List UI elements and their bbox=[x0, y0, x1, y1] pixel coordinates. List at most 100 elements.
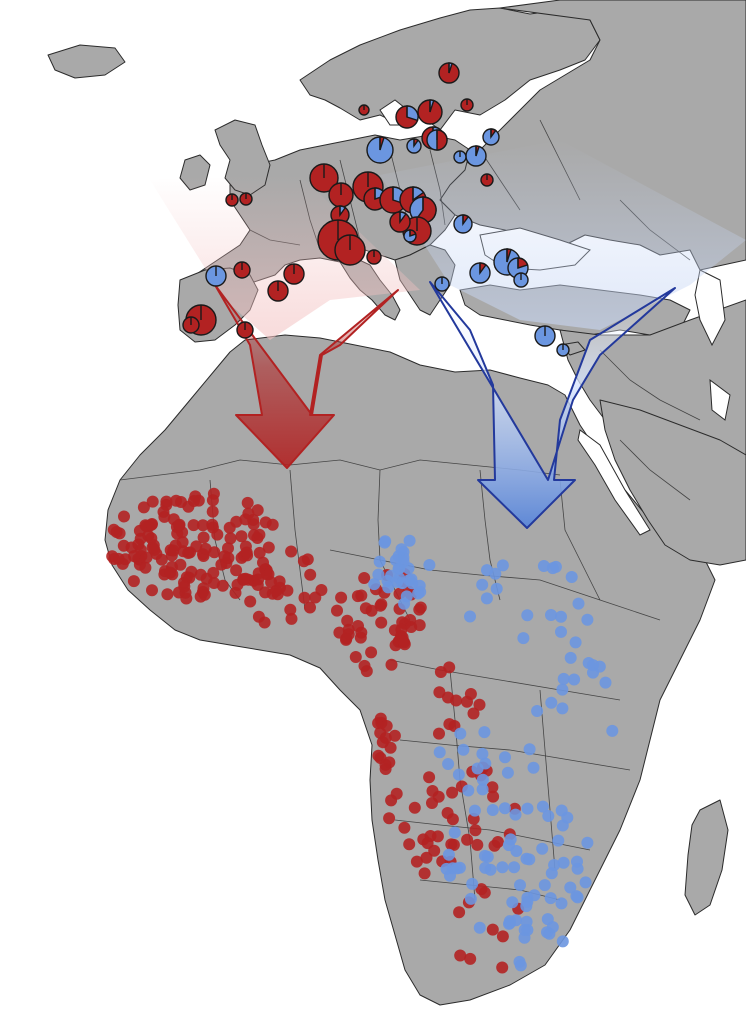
western-sample-point bbox=[380, 720, 393, 732]
eastern-sample-point bbox=[556, 683, 569, 696]
eastern-sample-point bbox=[521, 609, 534, 622]
western-sample-point bbox=[315, 584, 328, 596]
eastern-sample-point bbox=[517, 632, 530, 645]
western-sample-point bbox=[375, 598, 388, 611]
eastern-sample-point bbox=[442, 848, 455, 861]
western-sample-point bbox=[365, 646, 378, 659]
eastern-sample-point bbox=[518, 931, 531, 944]
western-sample-point bbox=[128, 550, 141, 563]
western-sample-point bbox=[349, 651, 362, 663]
western-sample-point bbox=[230, 564, 243, 577]
eastern-sample-point bbox=[556, 819, 569, 832]
eastern-pie bbox=[406, 138, 422, 154]
western-sample-point bbox=[375, 616, 388, 629]
eastern-pie bbox=[453, 150, 467, 164]
eastern-sample-point bbox=[508, 861, 521, 874]
eastern-sample-point bbox=[423, 559, 436, 571]
arabian-peninsula bbox=[599, 399, 746, 566]
eastern-sample-point bbox=[396, 577, 409, 590]
eastern-pie bbox=[482, 128, 500, 146]
western-sample-point bbox=[491, 836, 504, 848]
western-sample-point bbox=[177, 545, 190, 558]
western-pie bbox=[233, 261, 251, 279]
western-sample-point bbox=[358, 572, 371, 584]
western-sample-point bbox=[262, 541, 275, 554]
western-route-wedge bbox=[150, 175, 420, 340]
western-sample-point bbox=[230, 515, 243, 528]
eastern-sample-point bbox=[454, 727, 467, 740]
eastern-sample-point bbox=[506, 896, 519, 909]
western-sample-point bbox=[197, 531, 210, 544]
eastern-sample-point bbox=[545, 696, 558, 709]
western-sample-point bbox=[240, 546, 253, 559]
western-sample-point bbox=[244, 595, 257, 608]
western-sample-point bbox=[237, 573, 250, 586]
western-sample-point bbox=[107, 523, 120, 536]
eastern-sample-point bbox=[556, 935, 569, 948]
eastern-sample-point bbox=[514, 959, 527, 972]
eastern-sample-point bbox=[462, 784, 475, 797]
western-sample-point bbox=[155, 553, 168, 566]
eastern-sample-point bbox=[552, 834, 565, 847]
western-sample-point bbox=[453, 906, 466, 919]
eastern-sample-point bbox=[464, 610, 476, 623]
western-sample-point bbox=[253, 546, 266, 559]
eastern-sample-point bbox=[587, 659, 599, 672]
western-sample-point bbox=[304, 601, 316, 614]
western-sample-point bbox=[331, 604, 343, 617]
eastern-sample-point bbox=[555, 804, 568, 817]
eastern-sample-point bbox=[555, 610, 567, 623]
eastern-sample-point bbox=[442, 758, 455, 770]
western-sample-point bbox=[117, 539, 130, 552]
western-sample-point bbox=[241, 496, 254, 509]
eastern-sample-point bbox=[412, 587, 425, 600]
eastern-sample-point bbox=[433, 746, 446, 759]
western-sample-point bbox=[259, 586, 272, 599]
western-sample-point bbox=[383, 812, 396, 825]
eastern-pie bbox=[513, 272, 529, 288]
western-sample-point bbox=[379, 731, 392, 744]
western-sample-point bbox=[496, 930, 509, 943]
eastern-sample-point bbox=[476, 783, 489, 796]
eastern-sample-point bbox=[536, 800, 549, 813]
eastern-sample-point bbox=[444, 869, 456, 882]
western-route-arrow bbox=[214, 284, 399, 469]
eastern-sample-point bbox=[452, 768, 465, 781]
western-pie bbox=[225, 193, 239, 207]
western-sample-point bbox=[461, 833, 474, 846]
eastern-sample-point bbox=[490, 582, 503, 595]
western-sample-point bbox=[388, 729, 401, 742]
western-pie bbox=[328, 182, 354, 208]
western-sample-point bbox=[341, 614, 354, 627]
western-sample-point bbox=[187, 519, 200, 532]
eastern-sample-point bbox=[368, 578, 381, 591]
western-sample-point bbox=[174, 558, 187, 571]
western-sample-point bbox=[196, 519, 209, 532]
western-pie bbox=[283, 263, 305, 285]
western-sample-point bbox=[421, 837, 434, 850]
eastern-sample-point bbox=[510, 845, 523, 857]
western-sample-point bbox=[158, 510, 171, 523]
eastern-sample-point bbox=[579, 876, 592, 889]
western-pie bbox=[366, 249, 382, 265]
eastern-sample-point bbox=[503, 915, 516, 928]
western-sample-point bbox=[403, 838, 416, 851]
western-sample-point bbox=[206, 494, 219, 507]
eastern-sample-point bbox=[569, 636, 582, 649]
eastern-pie bbox=[403, 229, 417, 243]
western-pie bbox=[239, 192, 253, 206]
western-sample-point bbox=[418, 867, 431, 880]
western-sample-point bbox=[304, 568, 317, 581]
eastern-sample-point bbox=[571, 855, 583, 868]
western-sample-point bbox=[140, 551, 153, 564]
western-sample-point bbox=[385, 658, 398, 671]
eastern-sample-point bbox=[457, 743, 470, 756]
eastern-sample-point bbox=[564, 881, 577, 894]
madagascar bbox=[684, 799, 729, 916]
western-sample-point bbox=[284, 603, 297, 616]
eastern-pie bbox=[465, 145, 487, 167]
western-sample-point bbox=[145, 518, 158, 531]
western-sample-point bbox=[173, 518, 186, 531]
eastern-pie bbox=[534, 325, 556, 347]
